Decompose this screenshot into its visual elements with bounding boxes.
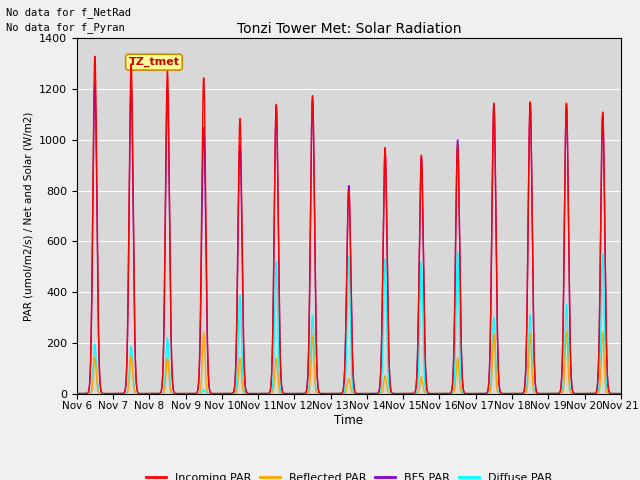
Y-axis label: PAR (umol/m2/s) / Net and Solar (W/m2): PAR (umol/m2/s) / Net and Solar (W/m2) — [24, 111, 33, 321]
Legend: Incoming PAR, Reflected PAR, BF5 PAR, Diffuse PAR: Incoming PAR, Reflected PAR, BF5 PAR, Di… — [141, 468, 556, 480]
Text: No data for f_NetRad: No data for f_NetRad — [6, 7, 131, 18]
Text: No data for f_Pyran: No data for f_Pyran — [6, 22, 125, 33]
Text: TZ_tmet: TZ_tmet — [129, 57, 179, 67]
Title: Tonzi Tower Met: Solar Radiation: Tonzi Tower Met: Solar Radiation — [237, 22, 461, 36]
X-axis label: Time: Time — [334, 414, 364, 427]
